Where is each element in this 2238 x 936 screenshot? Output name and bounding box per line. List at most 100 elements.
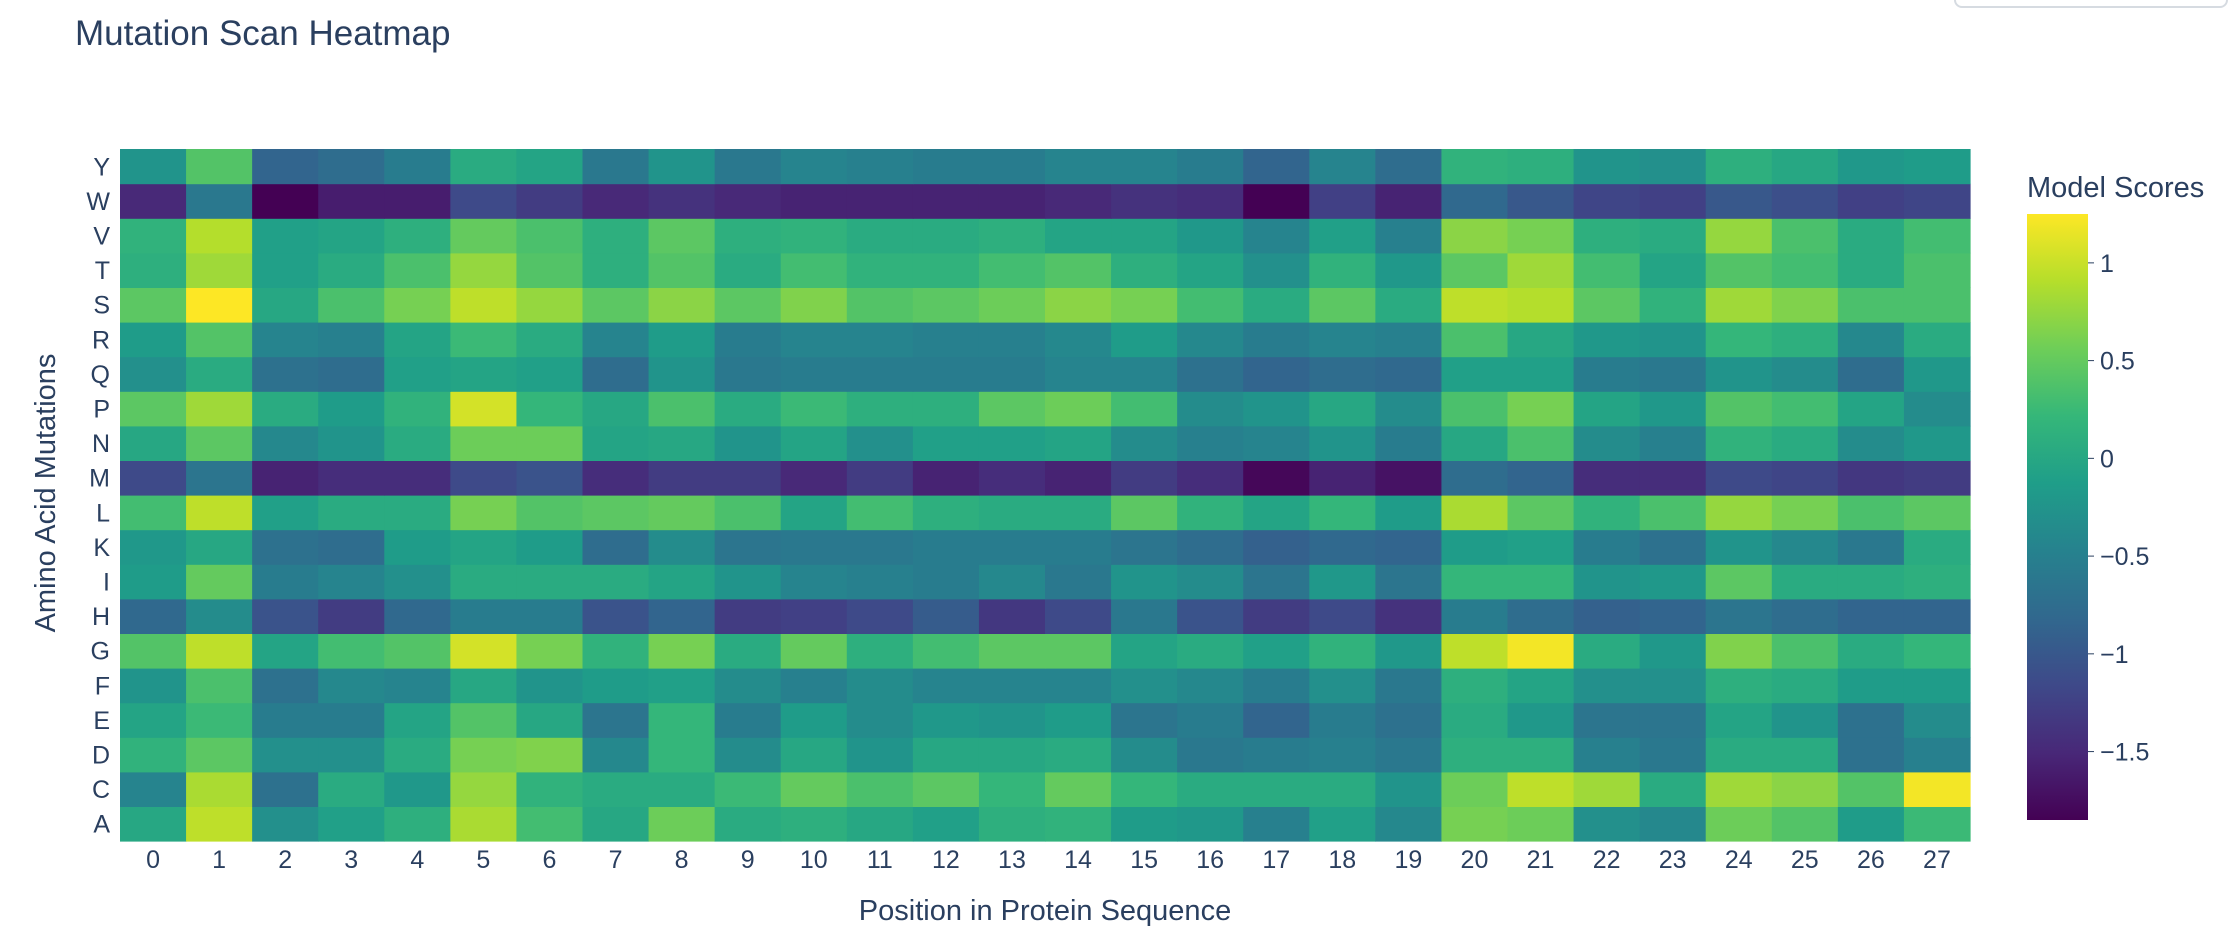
heatmap-cell-I-12 xyxy=(912,564,980,600)
heatmap-cell-M-27 xyxy=(1903,460,1971,496)
heatmap-cell-I-23 xyxy=(1639,564,1707,600)
heatmap-cell-Y-18 xyxy=(1309,149,1376,185)
heatmap-cell-F-27 xyxy=(1903,668,1971,704)
y-tick-label: W xyxy=(86,188,110,216)
heatmap-cell-K-2 xyxy=(252,529,319,565)
heatmap-cell-G-6 xyxy=(516,633,584,669)
heatmap-cell-F-12 xyxy=(912,668,980,704)
heatmap-cell-P-11 xyxy=(846,391,914,427)
heatmap-cell-D-26 xyxy=(1837,737,1905,773)
heatmap-cell-S-14 xyxy=(1045,287,1112,323)
heatmap-cell-R-7 xyxy=(582,322,650,358)
heatmap-cell-A-22 xyxy=(1573,806,1641,842)
heatmap-cell-R-22 xyxy=(1573,322,1641,358)
heatmap-cell-H-27 xyxy=(1903,598,1971,634)
heatmap-cell-P-2 xyxy=(252,391,319,427)
heatmap-cell-N-17 xyxy=(1243,425,1310,461)
y-tick-label: Y xyxy=(93,153,110,181)
heatmap-cell-M-14 xyxy=(1045,460,1112,496)
heatmap-cell-P-5 xyxy=(450,391,518,427)
heatmap-cell-N-19 xyxy=(1375,425,1443,461)
heatmap-cell-C-16 xyxy=(1177,771,1244,807)
heatmap-cell-Y-24 xyxy=(1705,149,1773,185)
heatmap-cell-I-14 xyxy=(1045,564,1112,600)
chart-title: Mutation Scan Heatmap xyxy=(75,14,451,53)
heatmap-cell-Q-27 xyxy=(1903,356,1971,392)
heatmap-cell-G-12 xyxy=(912,633,980,669)
heatmap-cell-Q-23 xyxy=(1639,356,1707,392)
heatmap-cell-Y-10 xyxy=(780,149,848,185)
heatmap-cell-E-26 xyxy=(1837,702,1905,738)
x-tick-label: 16 xyxy=(1196,846,1224,874)
heatmap-cell-V-8 xyxy=(648,218,716,254)
heatmap-cell-V-25 xyxy=(1771,218,1839,254)
heatmap-cell-K-15 xyxy=(1111,529,1178,565)
heatmap-cell-S-23 xyxy=(1639,287,1707,323)
heatmap-cell-P-12 xyxy=(912,391,980,427)
heatmap-cell-M-13 xyxy=(978,460,1046,496)
heatmap-cell-D-7 xyxy=(582,737,650,773)
heatmap-cell-S-5 xyxy=(450,287,518,323)
heatmap-cell-K-18 xyxy=(1309,529,1376,565)
heatmap-cell-L-24 xyxy=(1705,495,1773,531)
heatmap-cell-C-21 xyxy=(1507,771,1575,807)
heatmap-cell-E-20 xyxy=(1441,702,1509,738)
heatmap-cell-R-1 xyxy=(186,322,253,358)
heatmap-cell-F-4 xyxy=(384,668,451,704)
heatmap-cell-H-24 xyxy=(1705,598,1773,634)
heatmap-cell-L-20 xyxy=(1441,495,1509,531)
heatmap-cell-K-19 xyxy=(1375,529,1443,565)
heatmap-cell-H-17 xyxy=(1243,598,1310,634)
heatmap-cell-E-13 xyxy=(978,702,1046,738)
x-tick-label: 1 xyxy=(212,846,226,874)
heatmap-cell-N-16 xyxy=(1177,425,1244,461)
heatmap-cell-Q-13 xyxy=(978,356,1046,392)
heatmap-cell-H-12 xyxy=(912,598,980,634)
heatmap-cell-H-23 xyxy=(1639,598,1707,634)
x-tick-label: 24 xyxy=(1725,846,1753,874)
heatmap-cell-E-17 xyxy=(1243,702,1310,738)
heatmap-cell-T-9 xyxy=(714,252,782,288)
heatmap-cell-K-26 xyxy=(1837,529,1905,565)
heatmap-cell-R-24 xyxy=(1705,322,1773,358)
heatmap-cell-M-24 xyxy=(1705,460,1773,496)
heatmap-cell-H-21 xyxy=(1507,598,1575,634)
heatmap-cell-W-12 xyxy=(912,183,980,219)
heatmap-cell-S-10 xyxy=(780,287,848,323)
y-tick-label: I xyxy=(103,569,110,597)
heatmap-cell-Q-14 xyxy=(1045,356,1112,392)
heatmap-cell-E-12 xyxy=(912,702,980,738)
heatmap-cell-R-20 xyxy=(1441,322,1509,358)
heatmap-cell-V-5 xyxy=(450,218,518,254)
heatmap-cell-W-27 xyxy=(1903,183,1971,219)
heatmap-cell-G-9 xyxy=(714,633,782,669)
heatmap-cell-Y-19 xyxy=(1375,149,1443,185)
heatmap-cell-P-22 xyxy=(1573,391,1641,427)
heatmap-cell-F-8 xyxy=(648,668,716,704)
heatmap-cell-K-12 xyxy=(912,529,980,565)
heatmap-cell-G-20 xyxy=(1441,633,1509,669)
heatmap-cell-Q-0 xyxy=(120,356,187,392)
heatmap-cell-W-19 xyxy=(1375,183,1443,219)
heatmap-cell-H-0 xyxy=(120,598,187,634)
heatmap-cell-D-1 xyxy=(186,737,253,773)
heatmap-cell-D-5 xyxy=(450,737,518,773)
heatmap-cell-F-22 xyxy=(1573,668,1641,704)
heatmap-cell-L-11 xyxy=(846,495,914,531)
heatmap-cells xyxy=(120,149,1971,842)
heatmap-cell-N-15 xyxy=(1111,425,1178,461)
heatmap-cell-Y-20 xyxy=(1441,149,1509,185)
heatmap-cell-T-13 xyxy=(978,252,1046,288)
heatmap-cell-Q-22 xyxy=(1573,356,1641,392)
y-tick-label: M xyxy=(89,465,110,493)
heatmap-cell-A-16 xyxy=(1177,806,1244,842)
heatmap-cell-L-18 xyxy=(1309,495,1376,531)
heatmap-cell-I-10 xyxy=(780,564,848,600)
heatmap-cell-V-13 xyxy=(978,218,1046,254)
heatmap-cell-R-10 xyxy=(780,322,848,358)
heatmap-cell-Y-15 xyxy=(1111,149,1178,185)
heatmap-cell-E-27 xyxy=(1903,702,1971,738)
x-tick-label: 5 xyxy=(476,846,490,874)
x-tick-label: 23 xyxy=(1659,846,1687,874)
heatmap-cell-F-23 xyxy=(1639,668,1707,704)
